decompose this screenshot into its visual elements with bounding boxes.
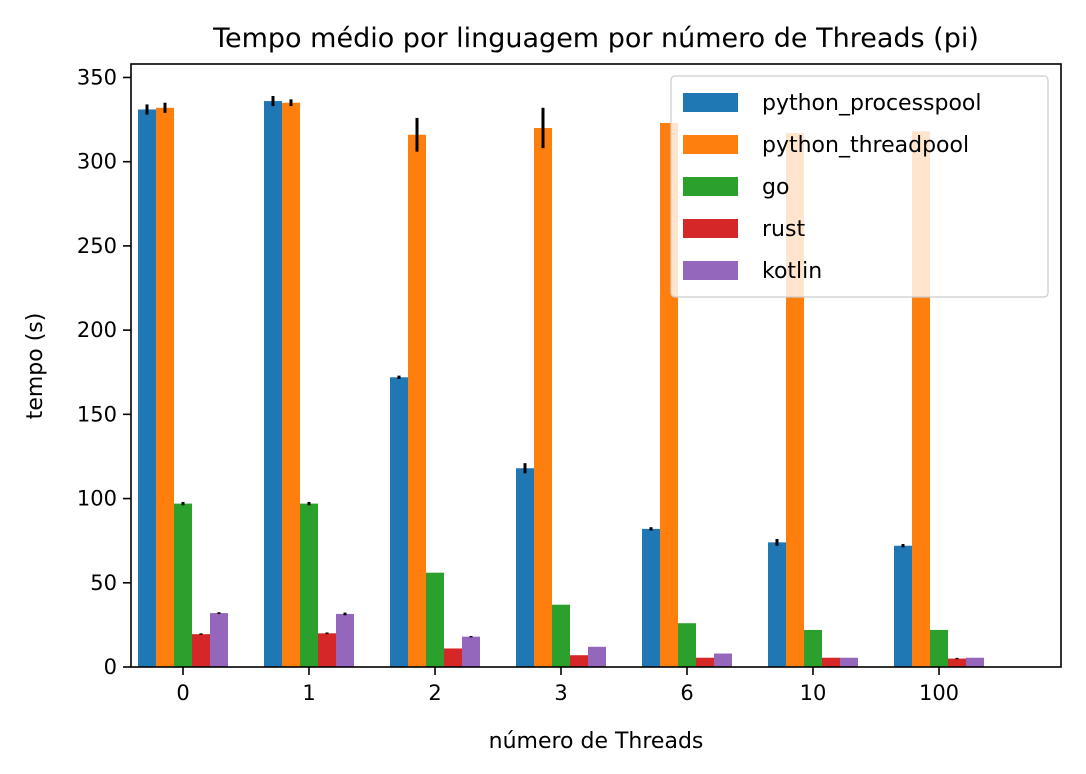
bar-python_processpool-10 xyxy=(768,542,786,667)
bar-kotlin-100 xyxy=(966,657,984,667)
x-tick-label-100: 100 xyxy=(919,681,959,705)
x-tick-label-1: 1 xyxy=(302,681,315,705)
bar-go-0 xyxy=(174,503,192,667)
x-tick-label-0: 0 xyxy=(176,681,189,705)
legend-swatch-rust xyxy=(683,219,738,238)
bar-python_processpool-0 xyxy=(138,109,156,668)
y-tick-label-250: 250 xyxy=(77,234,117,258)
bars-layer xyxy=(138,101,984,668)
y-tick-label-100: 100 xyxy=(77,487,117,511)
bar-rust-3 xyxy=(570,655,588,667)
legend-label-rust: rust xyxy=(762,217,805,242)
legend-label-go: go xyxy=(762,175,789,200)
y-tick-label-0: 0 xyxy=(104,655,117,679)
x-axis: 0 1 2 3 6 10 100 xyxy=(176,667,959,705)
bar-go-2 xyxy=(426,572,444,667)
x-tick-label-3: 3 xyxy=(554,681,567,705)
bar-python_processpool-1 xyxy=(264,101,282,667)
chart-title: Tempo médio por linguagem por número de … xyxy=(212,23,979,54)
bar-python_threadpool-0 xyxy=(156,107,174,668)
bar-go-10 xyxy=(804,629,822,667)
bar-kotlin-6 xyxy=(714,653,732,667)
bar-python_processpool-3 xyxy=(516,468,534,667)
y-tick-label-200: 200 xyxy=(77,318,117,342)
legend-box xyxy=(670,75,1049,298)
y-tick-label-50: 50 xyxy=(90,571,117,595)
bar-python_threadpool-1 xyxy=(282,102,300,668)
legend-swatch-go xyxy=(683,177,738,196)
bar-rust-6 xyxy=(696,657,714,667)
bar-kotlin-10 xyxy=(840,657,858,667)
bar-go-100 xyxy=(930,629,948,667)
y-tick-label-300: 300 xyxy=(77,150,117,174)
x-tick-label-10: 10 xyxy=(800,681,827,705)
bar-rust-0 xyxy=(192,634,210,667)
bar-rust-10 xyxy=(822,657,840,667)
bar-go-6 xyxy=(678,623,696,667)
legend-label-python_threadpool: python_threadpool xyxy=(762,133,969,158)
bar-python_threadpool-3 xyxy=(534,128,552,667)
bar-rust-1 xyxy=(318,633,336,667)
errorbars-layer xyxy=(145,96,959,660)
y-axis: 0 50 100 150 200 250 300 350 xyxy=(77,65,131,679)
bar-kotlin-3 xyxy=(588,646,606,667)
bar-kotlin-0 xyxy=(210,613,228,667)
legend-swatch-kotlin xyxy=(683,261,738,280)
bar-python_processpool-2 xyxy=(390,377,408,667)
bar-kotlin-2 xyxy=(462,636,480,667)
y-axis-label: tempo (s) xyxy=(23,313,48,420)
x-axis-label: número de Threads xyxy=(489,729,704,754)
legend-swatch-python_threadpool xyxy=(683,135,738,154)
legend-label-python_processpool: python_processpool xyxy=(762,91,982,116)
bar-go-1 xyxy=(300,503,318,667)
bar-python_processpool-100 xyxy=(894,545,912,667)
x-tick-label-2: 2 xyxy=(428,681,441,705)
legend-swatch-python_processpool xyxy=(683,93,738,112)
plot-frame xyxy=(130,63,1062,668)
legend-label-kotlin: kotlin xyxy=(762,259,822,284)
bar-go-3 xyxy=(552,604,570,667)
y-tick-label-350: 350 xyxy=(77,65,117,89)
bar-python_processpool-6 xyxy=(642,528,660,667)
bar-rust-100 xyxy=(948,658,966,667)
y-tick-label-150: 150 xyxy=(77,402,117,426)
x-tick-label-6: 6 xyxy=(680,681,693,705)
bar-kotlin-1 xyxy=(336,613,354,667)
bar-python_threadpool-2 xyxy=(408,134,426,668)
bar-rust-2 xyxy=(444,648,462,667)
